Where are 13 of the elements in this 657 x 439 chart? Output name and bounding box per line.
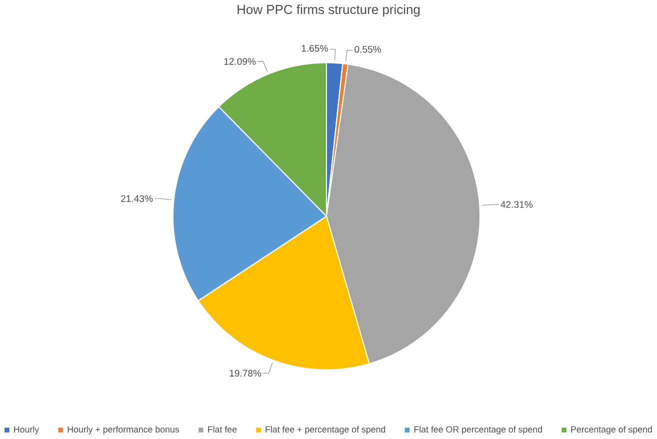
chart-title: How PPC firms structure pricing (238, 4, 420, 17)
legend-label: Flat fee OR percentage of spend (414, 426, 542, 434)
data-label: 21.43% (121, 195, 153, 202)
data-label: 19.78% (230, 370, 262, 377)
data-label: 12.09% (224, 58, 256, 65)
legend-label: Flat fee + percentage of spend (266, 426, 386, 434)
data-label: 42.31% (500, 201, 533, 208)
legend-label: Hourly (14, 426, 40, 434)
legend-label: Flat fee (208, 426, 237, 433)
legend-label: Hourly + performance bonus (68, 426, 180, 434)
legend-label: Percentage of spend (571, 426, 652, 434)
data-label: 0.55% (354, 46, 381, 53)
data-label: 1.65% (302, 45, 328, 52)
